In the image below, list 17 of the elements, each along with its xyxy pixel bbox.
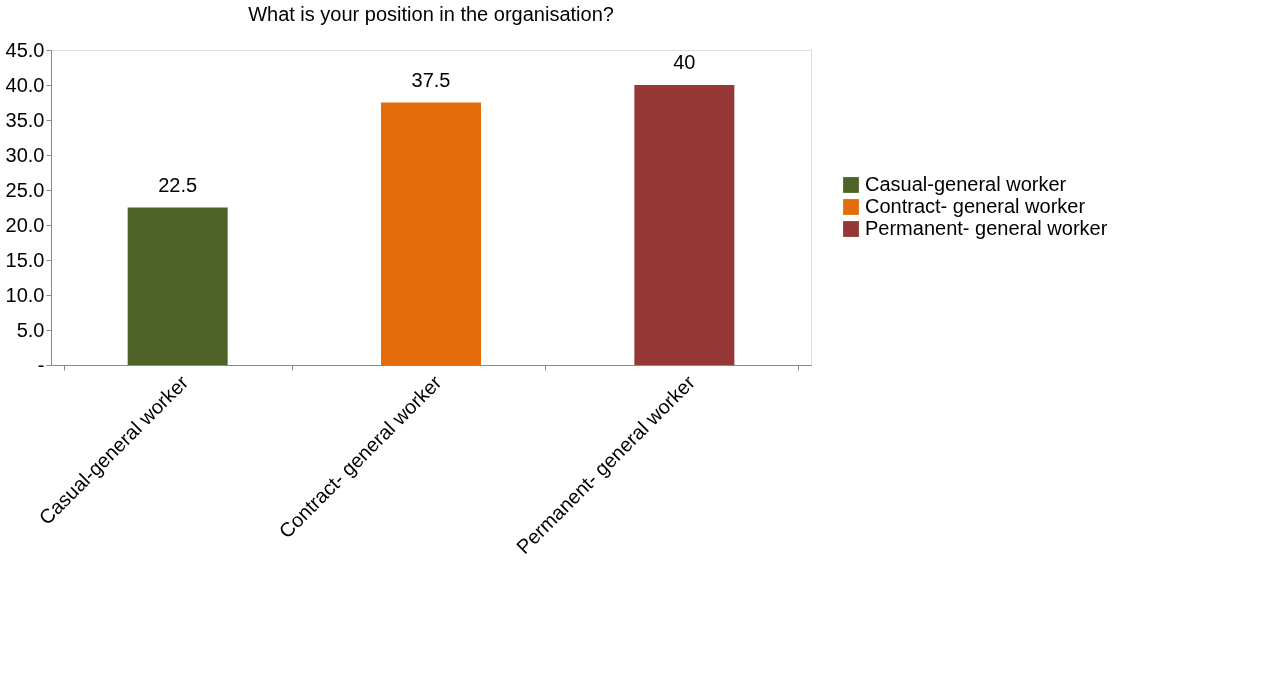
data-label: 22.5 [158, 173, 198, 196]
data-label: 37.5 [411, 68, 451, 91]
y-tick-label: 30.0 [5, 143, 45, 166]
data-label: 40 [673, 51, 696, 73]
legend-label: Casual-general worker [865, 173, 1067, 195]
y-tick-label: 45.0 [5, 38, 45, 61]
y-tick-label: 20.0 [5, 213, 45, 236]
y-tick-label: 5.0 [16, 318, 45, 341]
legend-label: Permanent- general worker [865, 217, 1108, 239]
chart-title: What is your position in the organisation? [248, 3, 614, 25]
legend-label: Contract- general worker [865, 195, 1086, 217]
y-tick-label: 35.0 [5, 108, 45, 131]
y-tick-label: 10.0 [5, 283, 45, 306]
y-tick-label: 15.0 [5, 248, 45, 271]
y-tick-label: 25.0 [5, 178, 45, 201]
y-tick-label: - [37, 353, 45, 376]
y-tick-label: 40.0 [5, 73, 45, 96]
